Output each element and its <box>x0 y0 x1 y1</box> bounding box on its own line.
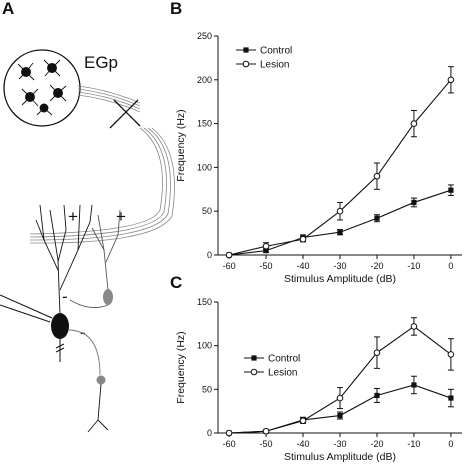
data-point-lesion <box>447 76 455 84</box>
x-tick-label: -30 <box>333 261 346 271</box>
data-point-control <box>411 382 417 388</box>
granule-cells <box>17 59 67 116</box>
x-tick-label: -30 <box>333 439 346 449</box>
data-point-lesion <box>373 172 381 180</box>
series-line-lesion <box>228 79 452 256</box>
data-point-control <box>337 229 343 235</box>
y-tick-label: 100 <box>197 341 212 351</box>
legend-marker-control <box>243 47 249 53</box>
legend-marker-lesion <box>242 60 250 68</box>
legend-marker-control <box>251 355 257 361</box>
excitatory-sign-2: + <box>116 207 126 226</box>
x-axis-title: Stimulus Amplitude (dB) <box>284 451 396 463</box>
principal-cell-dendrites <box>35 204 93 316</box>
panel-c-chart: C 0 50 100 150 -60 -50 -40 -30 -20 -10 0 Stimulus A… <box>170 273 462 463</box>
x-tick-label: -10 <box>407 439 420 449</box>
x-tick-label: -60 <box>223 439 236 449</box>
data-point-lesion <box>373 349 381 356</box>
data-point-lesion <box>225 429 233 437</box>
legend-label: Lesion <box>268 368 297 379</box>
inhibitory-sign-1: - <box>62 287 68 306</box>
data-point-control <box>374 215 380 221</box>
egp-cell-cluster <box>3 49 81 127</box>
x-tick-label: -50 <box>260 261 273 271</box>
y-tick-label: 50 <box>202 206 212 216</box>
data-point-lesion <box>299 235 307 243</box>
x-tick-label: -10 <box>407 261 420 271</box>
data-point-lesion <box>299 417 307 425</box>
y-tick-label: 150 <box>197 297 212 307</box>
x-tick-label: 0 <box>448 439 453 449</box>
panel-c-letter: C <box>170 273 182 292</box>
x-tick-label: -60 <box>223 261 236 271</box>
legend-label: Lesion <box>260 60 289 71</box>
recorded-cell-axon <box>55 339 65 362</box>
x-axis-title: Stimulus Amplitude (dB) <box>284 273 396 285</box>
data-point-control <box>448 395 454 401</box>
legend-label: Control <box>260 46 292 57</box>
target-cell-body <box>96 375 106 385</box>
x-tick-label: -50 <box>260 439 273 449</box>
panel-a-schematic: A EGp <box>0 0 175 433</box>
x-tick-label: 0 <box>448 261 453 271</box>
target-cell-processes <box>87 383 109 433</box>
legend-label: Control <box>268 354 300 365</box>
feedback-axon <box>67 329 101 376</box>
x-tick-label: -20 <box>370 261 383 271</box>
y-axis-title: Frequency (Hz) <box>175 109 187 181</box>
data-point-lesion <box>410 120 418 127</box>
y-tick-label: 0 <box>207 250 212 260</box>
series-line-control <box>229 189 452 256</box>
recorded-cell-body <box>51 313 69 339</box>
panel-b-letter: B <box>170 0 182 18</box>
y-tick-label: 200 <box>197 75 212 85</box>
recording-electrode <box>0 294 53 323</box>
x-tick-label: -40 <box>297 439 310 449</box>
y-tick-label: 100 <box>197 162 212 172</box>
data-point-lesion <box>447 351 455 358</box>
gray-cell-body <box>103 289 113 305</box>
x-tick-label: -20 <box>370 439 383 449</box>
data-point-lesion <box>262 242 270 250</box>
panel-a-letter: A <box>2 0 14 18</box>
panel-b-chart: B 0 50 100 150 200 250 -60 -50 -40 -30 -20 -10 0 Stim… <box>170 0 462 285</box>
y-tick-label: 0 <box>207 428 212 438</box>
data-point-lesion <box>336 394 344 402</box>
egp-label: EGp <box>84 53 118 72</box>
legend-marker-lesion <box>250 368 258 376</box>
secondary-cell-dendrites <box>91 209 121 291</box>
y-tick-label: 250 <box>197 31 212 41</box>
y-axis-title: Frequency (Hz) <box>175 331 187 403</box>
y-tick-label: 150 <box>197 119 212 129</box>
data-point-lesion <box>410 323 418 330</box>
data-point-control <box>374 392 380 399</box>
parallel-fiber-bundle <box>29 85 175 244</box>
x-tick-label: -40 <box>297 261 310 271</box>
data-point-lesion <box>336 207 344 215</box>
data-point-control <box>337 412 343 419</box>
data-point-lesion <box>262 427 270 435</box>
data-point-control <box>411 199 417 206</box>
y-tick-label: 50 <box>202 384 212 394</box>
data-point-control <box>448 187 454 193</box>
excitatory-sign-1: + <box>68 207 78 226</box>
data-point-lesion <box>225 251 233 259</box>
data-point-control <box>263 248 269 254</box>
inhibitory-sign-2: - <box>80 323 86 342</box>
lesion-cut-icon <box>109 99 141 129</box>
gray-cell-axon <box>69 299 109 309</box>
